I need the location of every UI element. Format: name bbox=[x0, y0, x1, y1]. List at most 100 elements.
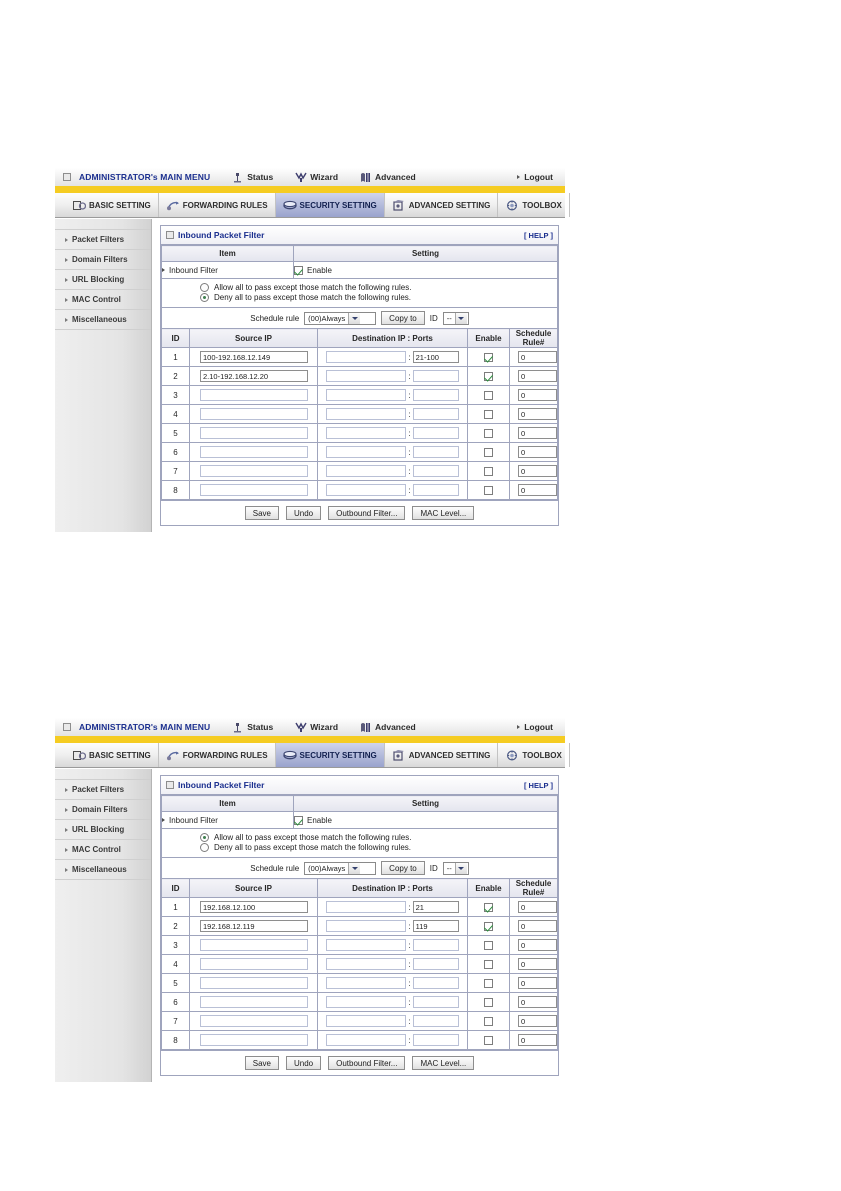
admin-link-wizard[interactable]: Wizard bbox=[295, 721, 338, 733]
schedule-rule-select[interactable]: (00)Always bbox=[304, 861, 377, 875]
source-ip-input[interactable] bbox=[200, 408, 308, 420]
destination-port-input[interactable] bbox=[412, 1015, 459, 1027]
destination-ip-input[interactable] bbox=[326, 465, 407, 477]
admin-link-status[interactable]: Status bbox=[232, 172, 273, 183]
destination-port-input[interactable] bbox=[412, 389, 459, 401]
schedule-rule-input[interactable]: 0 bbox=[518, 920, 557, 932]
enable-checkbox[interactable] bbox=[484, 978, 493, 988]
destination-port-input[interactable]: 119 bbox=[412, 920, 459, 932]
destination-ip-input[interactable] bbox=[326, 1015, 407, 1027]
destination-ip-input[interactable] bbox=[326, 1034, 407, 1046]
admin-link-advanced[interactable]: Advanced bbox=[360, 722, 416, 733]
logout-link[interactable]: Logout bbox=[517, 722, 553, 732]
schedule-rule-input[interactable]: 0 bbox=[518, 1015, 557, 1027]
enable-checkbox[interactable] bbox=[484, 371, 493, 381]
tab-forwarding-rules[interactable]: FORWARDING RULES bbox=[159, 743, 276, 767]
destination-ip-input[interactable] bbox=[326, 370, 407, 382]
deny-radio[interactable] bbox=[200, 293, 209, 302]
schedule-rule-input[interactable]: 0 bbox=[518, 901, 557, 913]
schedule-rule-input[interactable]: 0 bbox=[518, 939, 557, 951]
destination-ip-input[interactable] bbox=[326, 351, 407, 363]
schedule-rule-input[interactable]: 0 bbox=[518, 427, 557, 439]
source-ip-input[interactable]: 192.168.12.100 bbox=[200, 901, 308, 913]
enable-checkbox[interactable] bbox=[484, 940, 493, 950]
enable-checkbox[interactable] bbox=[484, 390, 493, 400]
save-button[interactable]: Save bbox=[244, 1056, 279, 1070]
destination-port-input[interactable] bbox=[412, 1034, 459, 1046]
schedule-rule-input[interactable]: 0 bbox=[518, 389, 557, 401]
source-ip-input[interactable] bbox=[200, 939, 308, 951]
sidebar-item-packet-filters[interactable]: Packet Filters bbox=[55, 229, 151, 250]
destination-port-input[interactable]: 21-100 bbox=[412, 351, 459, 363]
schedule-rule-input[interactable]: 0 bbox=[518, 370, 557, 382]
radio-option-deny[interactable]: Deny all to pass except those match the … bbox=[200, 843, 557, 852]
tab-basic-setting[interactable]: BASIC SETTING bbox=[65, 193, 159, 217]
schedule-rule-input[interactable]: 0 bbox=[518, 484, 557, 496]
enable-checkbox[interactable] bbox=[484, 447, 493, 457]
inbound-filter-enable-checkbox[interactable] bbox=[294, 265, 303, 275]
schedule-rule-input[interactable]: 0 bbox=[518, 465, 557, 477]
mac-level-button[interactable]: MAC Level... bbox=[412, 506, 475, 520]
destination-port-input[interactable] bbox=[412, 977, 459, 989]
source-ip-input[interactable] bbox=[200, 427, 308, 439]
enable-checkbox[interactable] bbox=[484, 1016, 493, 1026]
enable-checkbox[interactable] bbox=[484, 997, 493, 1007]
radio-option-deny[interactable]: Deny all to pass except those match the … bbox=[200, 293, 557, 302]
schedule-rule-input[interactable]: 0 bbox=[518, 446, 557, 458]
schedule-rule-input[interactable]: 0 bbox=[518, 977, 557, 989]
sidebar-item-url-blocking[interactable]: URL Blocking bbox=[55, 820, 151, 840]
tab-security-setting[interactable]: SECURITY SETTING bbox=[275, 193, 385, 217]
tab-forwarding-rules[interactable]: FORWARDING RULES bbox=[159, 193, 276, 217]
source-ip-input[interactable] bbox=[200, 1034, 308, 1046]
logout-link[interactable]: Logout bbox=[517, 172, 553, 182]
destination-ip-input[interactable] bbox=[326, 996, 407, 1008]
destination-ip-input[interactable] bbox=[326, 920, 407, 932]
destination-port-input[interactable] bbox=[412, 484, 459, 496]
source-ip-input[interactable] bbox=[200, 977, 308, 989]
destination-ip-input[interactable] bbox=[326, 446, 407, 458]
source-ip-input[interactable]: 2.10-192.168.12.20 bbox=[200, 370, 308, 382]
schedule-rule-input[interactable]: 0 bbox=[518, 1034, 557, 1046]
copy-to-button[interactable]: Copy to bbox=[381, 311, 425, 325]
radio-option-allow[interactable]: Allow all to pass except those match the… bbox=[200, 833, 557, 842]
deny-radio[interactable] bbox=[200, 843, 209, 852]
tab-toolbox[interactable]: TOOLBOX bbox=[498, 743, 570, 767]
enable-checkbox[interactable] bbox=[484, 959, 493, 969]
schedule-rule-select[interactable]: (00)Always bbox=[304, 311, 377, 325]
sidebar-item-domain-filters[interactable]: Domain Filters bbox=[55, 800, 151, 820]
sidebar-item-miscellaneous[interactable]: Miscellaneous bbox=[55, 310, 151, 330]
admin-main-menu-label[interactable]: ADMINISTRATOR's MAIN MENU bbox=[79, 172, 211, 182]
allow-radio[interactable] bbox=[200, 833, 209, 842]
admin-link-advanced[interactable]: Advanced bbox=[360, 172, 416, 183]
enable-checkbox[interactable] bbox=[484, 485, 493, 495]
tab-advanced-setting[interactable]: ADVANCED SETTING bbox=[385, 193, 499, 217]
source-ip-input[interactable] bbox=[200, 446, 308, 458]
destination-ip-input[interactable] bbox=[326, 939, 407, 951]
schedule-rule-input[interactable]: 0 bbox=[518, 408, 557, 420]
destination-port-input[interactable] bbox=[412, 465, 459, 477]
enable-checkbox[interactable] bbox=[484, 466, 493, 476]
sidebar-item-domain-filters[interactable]: Domain Filters bbox=[55, 250, 151, 270]
destination-ip-input[interactable] bbox=[326, 901, 407, 913]
inbound-filter-enable-checkbox[interactable] bbox=[294, 815, 303, 825]
destination-ip-input[interactable] bbox=[326, 427, 407, 439]
source-ip-input[interactable] bbox=[200, 958, 308, 970]
source-ip-input[interactable]: 192.168.12.119 bbox=[200, 920, 308, 932]
destination-port-input[interactable] bbox=[412, 408, 459, 420]
id-select[interactable]: -- bbox=[442, 311, 469, 325]
enable-checkbox[interactable] bbox=[484, 1035, 493, 1045]
undo-button[interactable]: Undo bbox=[285, 506, 322, 520]
destination-port-input[interactable] bbox=[412, 370, 459, 382]
help-link[interactable]: [ HELP ] bbox=[523, 780, 553, 790]
copy-to-button[interactable]: Copy to bbox=[381, 861, 425, 875]
destination-ip-input[interactable] bbox=[326, 408, 407, 420]
schedule-rule-input[interactable]: 0 bbox=[518, 996, 557, 1008]
sidebar-item-mac-control[interactable]: MAC Control bbox=[55, 840, 151, 860]
mac-level-button[interactable]: MAC Level... bbox=[412, 1056, 475, 1070]
destination-port-input[interactable] bbox=[412, 939, 459, 951]
help-link[interactable]: [ HELP ] bbox=[523, 230, 553, 240]
tab-advanced-setting[interactable]: ADVANCED SETTING bbox=[385, 743, 499, 767]
id-select[interactable]: -- bbox=[442, 861, 469, 875]
sidebar-item-url-blocking[interactable]: URL Blocking bbox=[55, 270, 151, 290]
destination-port-input[interactable] bbox=[412, 958, 459, 970]
